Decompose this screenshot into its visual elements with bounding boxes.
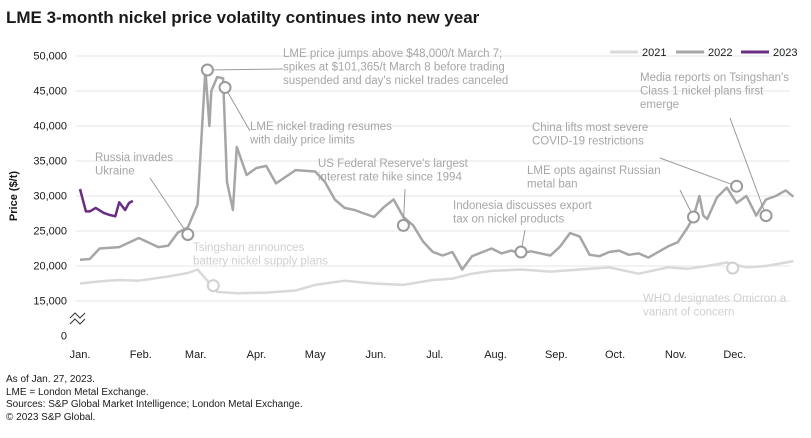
y-tick-label: 35,000 [33,156,67,168]
legend-item-2021: 2021 [610,47,666,59]
y-tick-label: 30,000 [33,191,67,203]
annotation-text: battery nickel supply plans [193,256,328,268]
annotation-text: LME nickel trading resumes [250,121,392,133]
x-tick-label: Sep. [545,349,568,361]
legend-item-2023: 2023 [741,47,797,59]
annotation-marker [200,63,214,77]
annotation: LME price jumps above $48,000/t March 7;… [200,48,508,87]
nickel-price-chart: 50,000 45,000 40,000 35,000 30,000 25,000 20,0… [8,47,797,361]
legend: 2021 2022 2023 [610,47,797,59]
annotation-text: China lifts most severe [532,122,648,134]
footnotes: As of Jan. 27, 2023. LME = London Metal … [6,374,303,424]
y-tick-label: 15,000 [33,296,67,308]
footnote-sources: Sources: S&P Global Market Intelligence;… [6,399,303,410]
annotation-leader [729,117,767,216]
annotation-text: Ukraine [95,166,135,178]
x-axis: Jan. Feb. Mar. Apr. May Jun. Jul. Aug. Sep. Oct. N… [70,349,746,361]
annotation-text: interest rate hike since 1994 [318,172,462,184]
annotation-text: Russia invades [95,152,173,164]
annotation-text: COVID-19 restrictions [532,136,644,148]
annotation-text: Tsingshan announces [193,242,304,254]
x-tick-label: Feb. [130,349,152,361]
annotation: US Federal Reserve's largest interest rat… [318,158,469,232]
series-line-2023 [78,188,134,218]
y-tick-label: 40,000 [33,121,67,133]
annotation-marker [218,81,232,94]
annotation: China lifts most severe COVID-19 restrict… [532,122,744,193]
annotation-text: tax on nickel products [453,214,564,226]
annotation: Tsingshan announces battery nickel supply… [193,242,328,293]
footnote-lme: LME = London Metal Exchange. [6,386,149,398]
annotation-marker [726,261,740,275]
chart-title: LME 3-month nickel price volatilty conti… [6,8,480,27]
legend-item-2022: 2022 [676,47,732,59]
y-tick-label: 20,000 [33,261,67,273]
x-tick-label: Jul. [426,349,443,361]
x-tick-label: Jan. [70,349,91,361]
annotation: WHO designates Omicron a variant of conce… [643,261,787,319]
y-axis: 50,000 45,000 40,000 35,000 30,000 25,000 20,0… [8,51,86,343]
legend-label: 2022 [708,47,732,59]
annotation-text: LME opts against Russian [527,165,661,177]
annotation-marker [181,228,195,241]
footnote-copyright: © 2023 S&P Global. [6,411,96,423]
annotation-leader [207,68,284,71]
x-tick-label: Apr. [247,349,267,361]
y-axis-label: Price ($/t) [8,171,20,221]
x-tick-label: Oct. [605,349,625,361]
series-line-2021 [79,259,794,295]
y-tick-label: 0 [61,331,67,343]
x-tick-label: May [305,349,326,361]
annotation: Russia invades Ukraine [95,152,195,241]
annotation-marker [396,218,410,232]
y-tick-label: 50,000 [33,51,67,63]
legend-label: 2021 [642,47,666,59]
x-tick-label: Nov. [665,349,687,361]
annotation: Indonesia discusses export tax on nickel … [453,200,593,259]
legend-label: 2023 [773,47,797,59]
annotation-text: emerge [640,99,679,111]
footnote-as-of: As of Jan. 27, 2023. [6,374,95,385]
annotation-text: US Federal Reserve's largest [318,158,469,170]
annotation-leader [149,177,189,235]
annotation: LME opts against Russian metal ban [527,165,700,224]
y-tick-label: 45,000 [33,86,67,98]
grid-lines [76,55,790,302]
annotation-text: with daily price limits [249,135,355,147]
annotation-text: Media reports on Tsingshan's [640,72,789,84]
annotation-text: variant of concern [643,307,734,319]
annotation-text: WHO designates Omicron a [643,293,787,305]
axis-break-icon [69,312,86,325]
annotation-text: Indonesia discusses export [453,200,593,212]
annotation-text: spikes at $101,365/t March 8 before trad… [283,62,505,74]
annotation-marker [514,245,528,259]
x-tick-label: Jun. [366,349,387,361]
annotation-marker [730,179,744,193]
annotation-text: LME price jumps above $48,000/t March 7; [283,48,502,60]
y-tick-label: 25,000 [33,226,67,238]
x-tick-label: Mar. [185,349,206,361]
x-tick-label: Dec. [723,349,746,361]
x-tick-label: Aug. [484,349,507,361]
annotation-leader [224,87,251,132]
annotation-text: suspended and day's nickel trades cancel… [283,75,508,87]
annotation: Media reports on Tsingshan's Class 1 nick… [640,72,789,223]
annotation: LME nickel trading resumes with daily pri… [218,81,392,147]
annotation-marker [686,210,700,224]
annotation-marker [206,279,220,293]
annotation-leader [659,157,737,187]
annotation-text: metal ban [527,179,578,191]
annotation-text: Class 1 nickel plans first [640,86,764,98]
annotations: Russia invades Ukraine LME price jumps abo… [95,48,789,319]
annotation-marker [759,209,773,223]
